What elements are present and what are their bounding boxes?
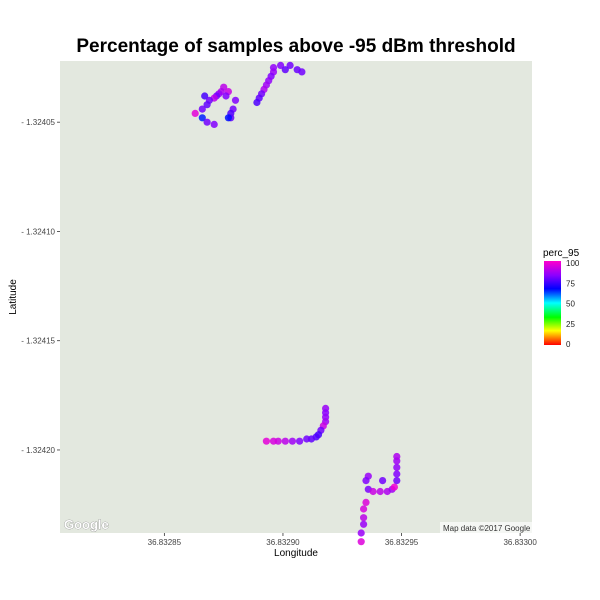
- y-tick-label: - 1.32405: [21, 118, 55, 127]
- legend-tick-label: 50: [566, 300, 575, 309]
- legend-colorbar: [544, 261, 561, 345]
- data-point: [379, 477, 387, 485]
- data-point: [296, 437, 304, 445]
- data-point: [210, 120, 218, 128]
- data-point: [262, 437, 270, 445]
- legend-tick-label: 0: [566, 340, 571, 349]
- data-point: [191, 109, 199, 117]
- data-point: [303, 435, 311, 443]
- data-point: [369, 487, 377, 496]
- chart-title: Percentage of samples above -95 dBm thre…: [76, 36, 516, 57]
- data-point: [224, 114, 232, 122]
- x-tick-label: 36.83290: [266, 538, 300, 547]
- y-axis: - 1.32405 - 1.32410 - 1.32415 - 1.32420: [21, 118, 60, 455]
- data-point: [362, 498, 370, 506]
- data-point: [393, 463, 401, 471]
- data-point: [198, 105, 206, 113]
- legend-tick-label: 75: [566, 279, 575, 288]
- data-point: [203, 118, 211, 126]
- x-axis: 36.83285 36.83290 36.83295 36.83300: [148, 533, 537, 547]
- data-point: [231, 96, 240, 104]
- attribution-backdrop: [440, 522, 532, 533]
- data-point: [269, 437, 278, 445]
- y-axis-title: Latitude: [8, 279, 19, 315]
- data-point: [360, 520, 368, 528]
- y-tick-label: - 1.32410: [21, 227, 55, 236]
- data-point: [376, 487, 384, 496]
- data-point: [288, 437, 296, 445]
- data-point: [201, 92, 209, 100]
- data-point: [286, 61, 294, 69]
- data-point: [393, 452, 401, 461]
- x-tick-label: 36.83295: [385, 538, 419, 547]
- x-tick-label: 36.83285: [148, 538, 182, 547]
- legend-tick-label: 100: [566, 259, 580, 268]
- x-tick-label: 36.83300: [503, 538, 537, 547]
- map-panel: [60, 61, 532, 533]
- legend-tick-label: 25: [566, 320, 575, 329]
- points-layer: [191, 61, 401, 546]
- data-point: [281, 437, 289, 445]
- data-point: [360, 514, 368, 522]
- data-point: [360, 505, 368, 513]
- data-point: [393, 477, 401, 485]
- data-point: [277, 61, 285, 69]
- data-point: [357, 529, 365, 537]
- legend-ticks: 100 75 50 25 0: [566, 259, 580, 349]
- legend-title: perc_95: [543, 248, 580, 259]
- data-point: [281, 66, 289, 74]
- data-point: [362, 477, 370, 485]
- y-tick-label: - 1.32420: [21, 446, 55, 455]
- data-point: [298, 68, 306, 76]
- map-attribution: Map data ©2017 Google: [443, 524, 531, 533]
- data-point: [357, 538, 365, 546]
- data-point: [222, 92, 230, 100]
- data-point: [390, 483, 398, 491]
- x-axis-title: Longitude: [274, 548, 318, 559]
- data-point: [198, 114, 206, 122]
- data-point: [203, 101, 211, 109]
- google-logo: Google: [64, 517, 109, 532]
- y-tick-label: - 1.32415: [21, 337, 55, 346]
- data-point: [393, 470, 401, 478]
- data-point: [253, 98, 261, 107]
